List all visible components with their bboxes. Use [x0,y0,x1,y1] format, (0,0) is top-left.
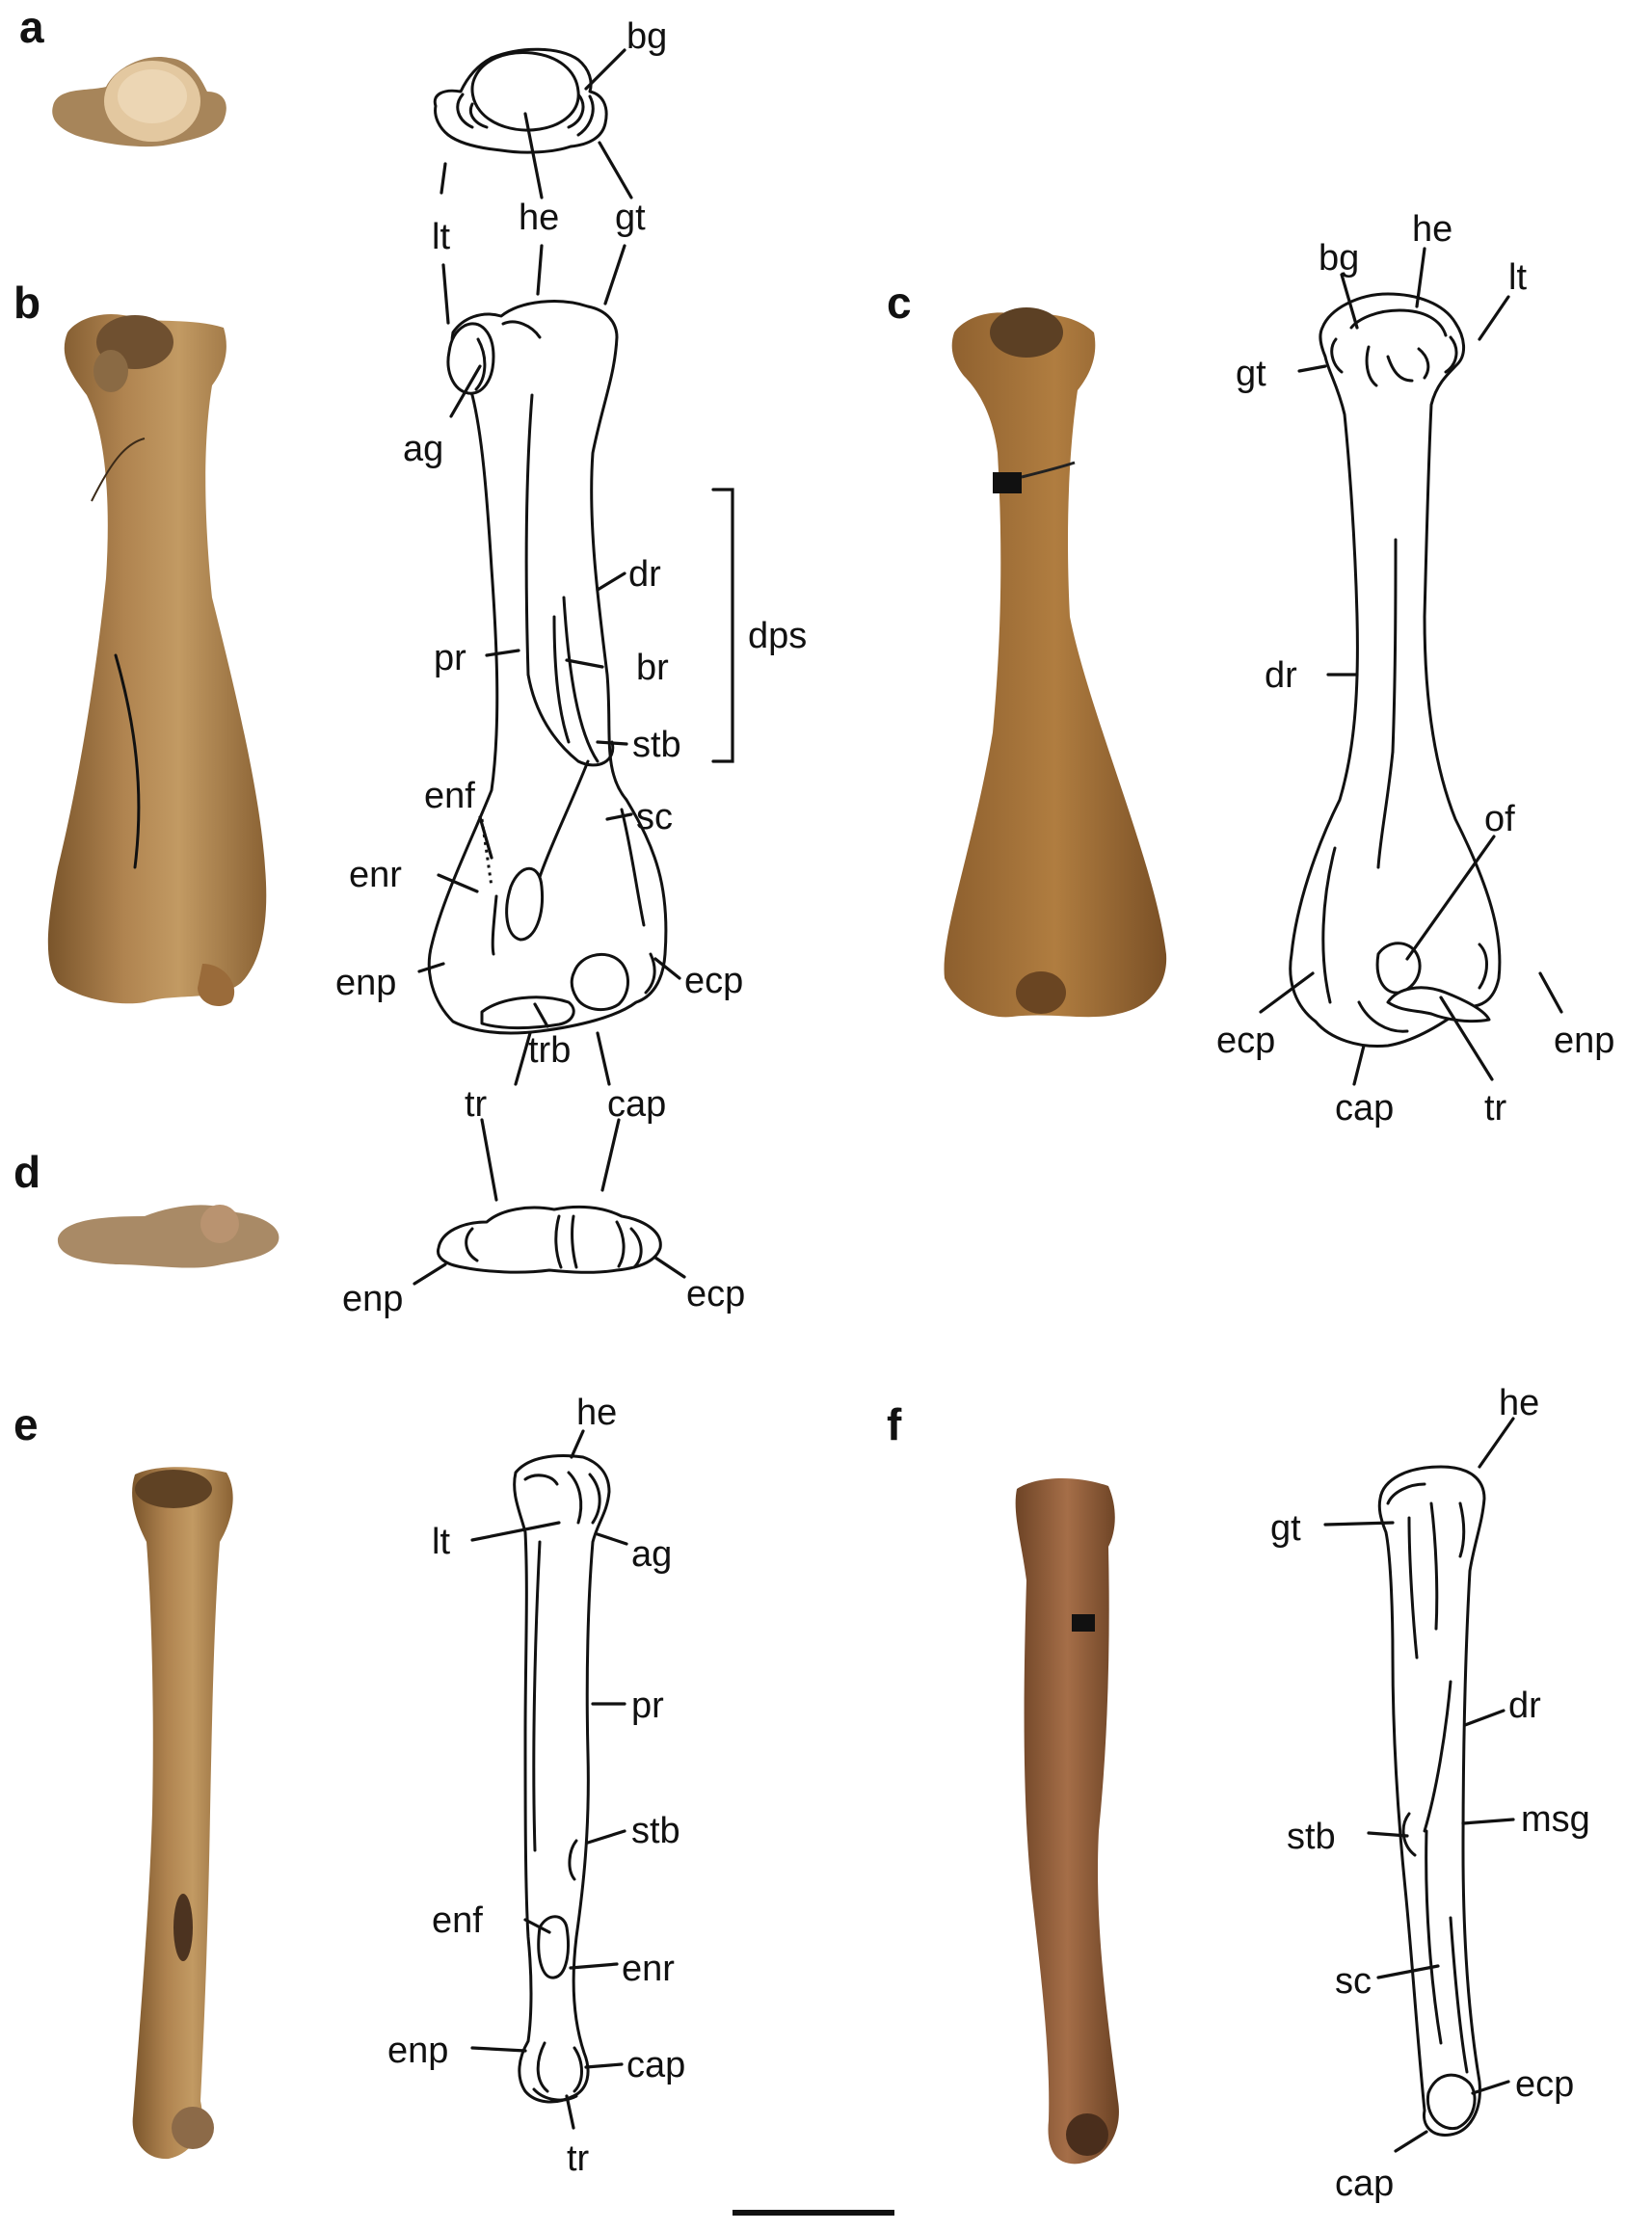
label-b-tr: tr [465,1084,488,1125]
drawing-d [436,1205,662,1274]
label-b-ecp: ecp [684,961,743,1001]
label-b-enf: enf [424,776,475,816]
label-b-cap: cap [607,1084,666,1125]
label-a-lt: lt [432,217,450,257]
panel-letter-f: f [887,1399,902,1449]
label-f-cap: cap [1335,2164,1394,2204]
label-c-he: he [1412,209,1452,250]
label-f-stb: stb [1287,1817,1336,1857]
photo-a-proximal-view [52,57,226,147]
panel-letter-b: b [13,278,40,328]
label-c-enp: enp [1554,1021,1614,1061]
label-b-sc: sc [636,797,673,837]
label-c-lt: lt [1508,257,1527,298]
leader-lines [413,48,1563,2153]
panel-letter-e: e [13,1399,39,1449]
panel-letter-d: d [13,1147,40,1197]
label-e-lt: lt [432,1522,450,1562]
label-e-enf: enf [432,1900,483,1941]
label-f-ecp: ecp [1515,2064,1574,2105]
photo-f-bone [1015,1478,1119,2165]
drawing-c [1289,292,1502,1049]
label-e-pr: pr [631,1686,664,1726]
photo-e-bone [132,1467,233,2160]
label-e-tr: tr [567,2138,590,2179]
photo-c-bone [944,307,1167,1018]
label-e-enp: enp [387,2031,448,2071]
label-a-he: he [519,198,559,238]
label-e-ag: ag [631,1534,672,1575]
photo-d-distal-view [57,1205,280,1268]
label-c-gt: gt [1236,354,1266,394]
label-e-cap: cap [626,2045,685,2085]
label-f-he: he [1499,1383,1539,1423]
label-c-cap: cap [1335,1088,1394,1129]
panel-letter-a: a [19,2,44,52]
label-b-br: br [636,648,669,688]
drawing-a [433,47,608,154]
label-f-sc: sc [1335,1961,1372,2002]
photo-b-bone [47,313,267,1007]
label-f-msg: msg [1521,1799,1590,1840]
label-b-trb: trb [528,1030,571,1071]
label-c-bg: bg [1319,238,1359,279]
label-d-ecp: ecp [686,1274,745,1315]
label-b-stb: stb [632,725,681,765]
label-a-bg: bg [626,16,667,57]
label-e-stb: stb [631,1811,680,1851]
label-b-enr: enr [349,855,402,895]
label-d-enp: enp [342,1279,403,1319]
label-b-pr: pr [434,638,466,678]
label-c-tr: tr [1484,1088,1507,1129]
label-b-dps: dps [748,616,807,656]
label-e-he: he [576,1393,617,1433]
label-c-dr: dr [1265,655,1297,696]
panel-letter-c: c [887,278,912,328]
label-b-enp: enp [335,963,396,1003]
drawing-f [1377,1465,1486,2137]
drawing-e [513,1454,611,2104]
label-b-ag: ag [403,429,443,469]
label-f-gt: gt [1270,1508,1301,1549]
label-e-enr: enr [622,1949,675,1989]
label-b-dr: dr [628,554,661,595]
label-c-ecp: ecp [1216,1021,1275,1061]
label-a-gt: gt [615,198,646,238]
label-c-of: of [1484,799,1515,839]
label-f-dr: dr [1508,1686,1541,1726]
